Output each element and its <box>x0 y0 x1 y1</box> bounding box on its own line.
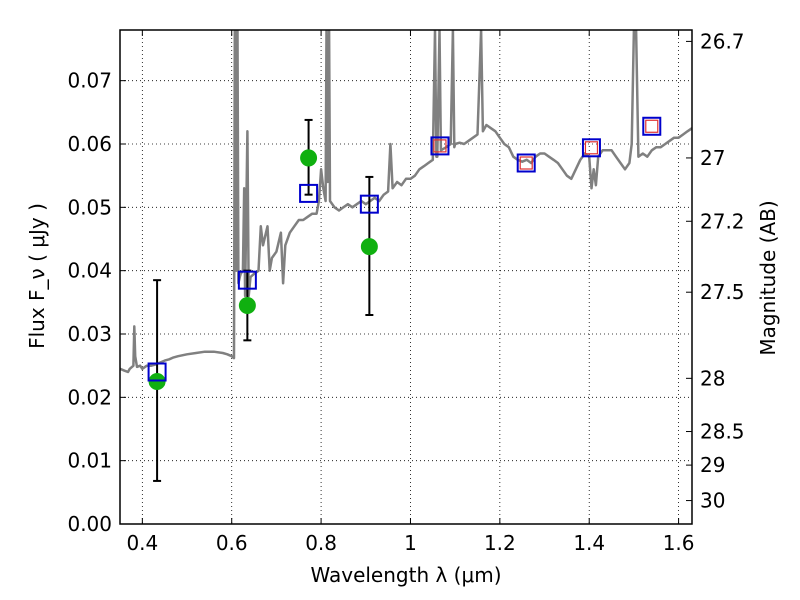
model-small-square-marker <box>433 139 447 153</box>
model-square-marker <box>581 138 601 158</box>
y-tick-label: 0.05 <box>67 195 112 219</box>
right-tick-label: 29 <box>700 453 725 477</box>
y-tick-label: 0.03 <box>67 322 112 346</box>
spectrum-line <box>120 30 692 374</box>
photometry-point <box>238 297 256 314</box>
x-tick-label: 0.4 <box>126 531 158 555</box>
model-square-marker <box>516 153 536 173</box>
axis-ticks: 0.4 0.6 0.8 1 1.2 1.4 1.6 0.00 0.01 0.02 0.03 0.04 0… <box>67 29 744 555</box>
y-axis-label: Flux F_ν ( μJy ) <box>25 203 49 349</box>
model-square-marker <box>299 183 319 203</box>
model-square-marker <box>147 362 167 382</box>
right-tick-label: 28 <box>700 366 725 390</box>
model-square-marker <box>237 270 257 290</box>
model-square-marker <box>430 136 450 156</box>
model-small-square-marker <box>584 141 599 155</box>
photometry-point <box>300 149 318 167</box>
y-tick-label: 0.00 <box>67 512 112 536</box>
plot-frame <box>119 29 693 525</box>
y-axis-right-label: Magnitude (AB) <box>756 200 780 355</box>
x-tick-label: 1.4 <box>573 531 605 555</box>
photometry-point <box>360 238 378 256</box>
y-tick-label: 0.01 <box>67 449 112 473</box>
model-square-marker <box>642 116 662 136</box>
x-tick-label: 0.8 <box>305 531 337 555</box>
right-tick-label: 27 <box>700 146 725 170</box>
right-tick-label: 30 <box>700 489 725 513</box>
right-tick-label: 27.2 <box>700 209 745 233</box>
y-tick-label: 0.02 <box>67 385 112 409</box>
model-square-marker <box>359 194 379 214</box>
right-tick-label: 26.7 <box>700 29 745 53</box>
model-small-square-marker <box>519 156 533 170</box>
y-tick-label: 0.04 <box>67 259 112 283</box>
y-tick-label: 0.07 <box>67 69 112 93</box>
x-tick-label: 1 <box>404 531 417 555</box>
x-axis-label: Wavelength λ (μm) <box>310 563 501 587</box>
x-tick-label: 0.6 <box>216 531 248 555</box>
right-tick-label: 28.5 <box>700 420 745 444</box>
y-tick-label: 0.06 <box>67 132 112 156</box>
x-tick-label: 1.6 <box>663 531 695 555</box>
x-tick-label: 1.2 <box>484 531 516 555</box>
grid-lines <box>120 30 692 524</box>
right-tick-label: 27.5 <box>700 280 745 304</box>
model-small-square-marker <box>645 119 659 133</box>
plot-content <box>120 30 692 482</box>
